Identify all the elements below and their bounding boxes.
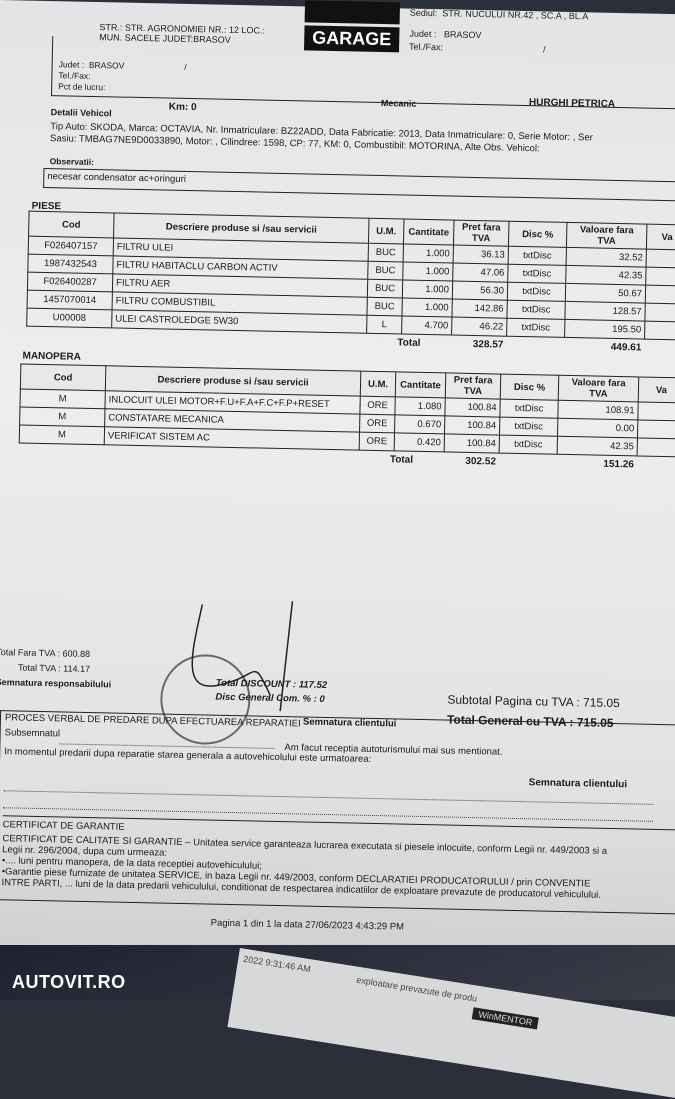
cell-pret: 36.13 bbox=[453, 245, 509, 265]
autovit-watermark: AUTOVIT.RO bbox=[12, 972, 126, 992]
cell-disc: txtDisc bbox=[507, 282, 566, 302]
cell-disc: txtDisc bbox=[499, 399, 559, 419]
certificat-garantie: CERTIFICAT DE GARANTIE CERTIFICAT DE CAL… bbox=[1, 815, 675, 903]
piese-table: Cod Descriere produse si /sau servicii U.M… bbox=[26, 211, 675, 358]
cell-val: 0.00 bbox=[557, 418, 638, 438]
cell-val: 42.35 bbox=[565, 265, 647, 286]
cell-qty: 1.080 bbox=[394, 396, 446, 416]
cell-disc: txtDisc bbox=[508, 246, 567, 266]
cell-pret: 47.06 bbox=[452, 263, 509, 283]
cell-empty bbox=[637, 437, 675, 457]
cell-empty bbox=[645, 267, 675, 286]
totals-left: Total Fara TVA : 600.88 Total TVA : 114.… bbox=[0, 647, 112, 690]
cell-cod: F026407157 bbox=[28, 236, 114, 256]
total-pret: 302.52 bbox=[465, 456, 497, 468]
discount-totals: Total DISCOUNT : 117.52 Disc General Com… bbox=[215, 677, 328, 705]
cell-cod: 1457070014 bbox=[27, 290, 113, 310]
cell-empty bbox=[644, 303, 675, 322]
total-valoare: 151.26 bbox=[603, 458, 635, 471]
cell-val: 128.57 bbox=[564, 301, 646, 322]
cell-val: 32.52 bbox=[566, 247, 647, 268]
cell-disc: txtDisc bbox=[506, 318, 565, 338]
cell-empty bbox=[645, 285, 675, 304]
observatii-field: necesar condensator ac+oringuri bbox=[43, 167, 675, 202]
cell-cod: M bbox=[19, 389, 106, 409]
cell-qty: 1.000 bbox=[403, 244, 454, 264]
cell-cod: M bbox=[19, 407, 105, 427]
cell-qty: 0.420 bbox=[394, 432, 445, 452]
cell-disc: txtDisc bbox=[499, 435, 558, 455]
cell-um: BUC bbox=[367, 279, 403, 298]
cell-pret: 142.86 bbox=[451, 299, 508, 319]
cell-disc: txtDisc bbox=[506, 300, 566, 320]
cell-empty bbox=[644, 321, 675, 340]
cell-pret: 56.30 bbox=[452, 281, 508, 301]
mecanic-name: HURGHI PETRICA bbox=[528, 97, 616, 110]
manopera-table: Cod Descriere produse si /sau servicii U.M… bbox=[18, 364, 675, 475]
manopera-title: MANOPERA bbox=[22, 350, 81, 363]
cell-disc: txtDisc bbox=[499, 417, 558, 437]
vehicle-details: Detalii Vehicol Km: 0 Mecanic HURGHI PET… bbox=[43, 97, 675, 202]
cell-um: BUC bbox=[366, 297, 403, 316]
cell-pret: 100.84 bbox=[444, 397, 501, 418]
total-pret: 328.57 bbox=[472, 339, 504, 351]
total-label: Total bbox=[397, 337, 421, 350]
cell-val: 195.50 bbox=[564, 319, 645, 340]
cell-qty: 1.000 bbox=[401, 297, 453, 318]
total-label: Total bbox=[389, 454, 414, 466]
cell-qty: 4.700 bbox=[401, 315, 452, 336]
signature bbox=[191, 601, 294, 712]
client-contact: Judet : BRASOV / Tel./Fax: Pct de lucru: bbox=[58, 59, 187, 93]
cell-cod: U00008 bbox=[26, 308, 113, 328]
cell-qty: 1.000 bbox=[402, 279, 453, 300]
winmentor-logo: WinMENTOR bbox=[471, 1007, 540, 1030]
cell-um: BUC bbox=[367, 261, 404, 280]
cell-disc: txtDisc bbox=[507, 264, 567, 284]
cell-um: ORE bbox=[359, 432, 395, 451]
cell-val: 42.35 bbox=[557, 436, 638, 456]
cell-pret: 100.84 bbox=[444, 415, 500, 436]
cell-empty bbox=[637, 419, 675, 439]
cell-cod: M bbox=[19, 425, 105, 445]
cell-qty: 1.000 bbox=[402, 261, 454, 282]
cell-um: L bbox=[366, 315, 402, 334]
cell-val: 50.67 bbox=[565, 283, 646, 304]
page-footer: Pagina 1 din 1 la data 27/06/2023 4:43:2… bbox=[210, 917, 405, 933]
invoice-document: STR.: STR. AGRONOMIEI NR.: 12 LOC.: MUN.… bbox=[0, 0, 675, 975]
cell-pret: 46.22 bbox=[451, 317, 507, 337]
cell-empty bbox=[646, 249, 675, 268]
cell-um: BUC bbox=[368, 243, 404, 262]
cell-um: ORE bbox=[359, 414, 395, 433]
cell-val: 108.91 bbox=[557, 400, 639, 420]
cell-empty bbox=[637, 401, 675, 421]
cell-cod: 1987432543 bbox=[27, 254, 114, 274]
cell-pret: 100.84 bbox=[444, 433, 500, 454]
total-valoare: 449.61 bbox=[610, 342, 642, 354]
cell-um: ORE bbox=[359, 396, 396, 415]
cell-cod: F026400287 bbox=[27, 272, 113, 292]
cell-qty: 0.670 bbox=[394, 414, 445, 434]
